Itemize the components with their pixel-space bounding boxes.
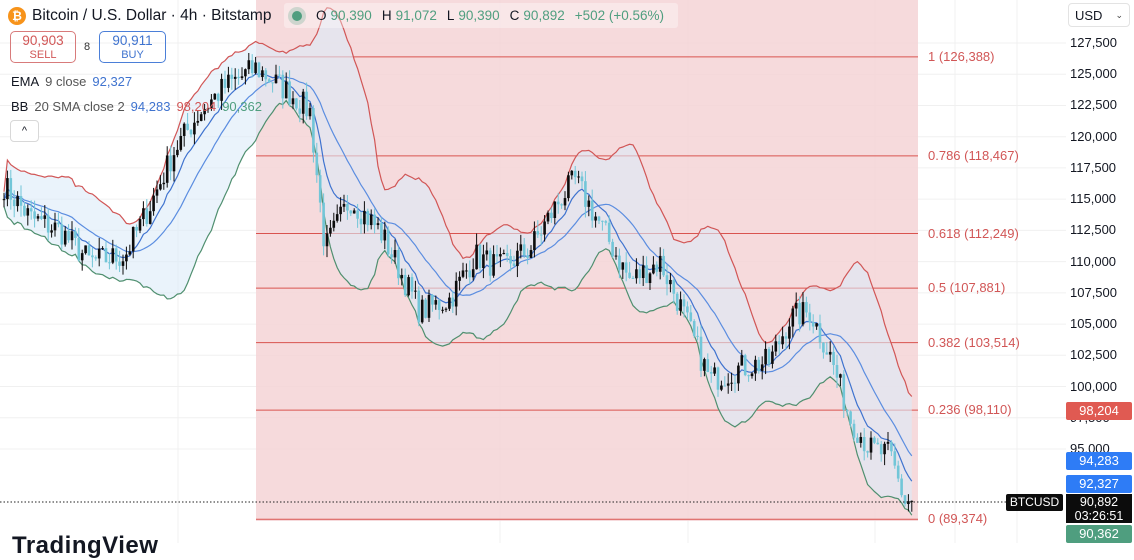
fib-level-label: 1 (126,388): [928, 48, 995, 64]
buy-button[interactable]: 90,911 BUY: [99, 31, 166, 63]
symbol-tag: BTCUSD: [1006, 494, 1063, 511]
last-price-tag: 90,892 03:26:51: [1066, 494, 1132, 523]
price-axis-tick: 112,500: [1070, 222, 1117, 238]
ema-params: 9 close: [45, 74, 87, 89]
bb-upper-value: 98,204: [176, 99, 217, 114]
bb-basis-price-tag: 94,283: [1066, 452, 1132, 470]
symbol-title[interactable]: Bitcoin / U.S. Dollar · 4h · Bitstamp: [32, 7, 272, 24]
open-label: O: [316, 8, 327, 23]
fib-level-label: 0.786 (118,467): [928, 147, 1019, 163]
price-axis-tick: 100,000: [1070, 378, 1117, 394]
price-axis-tick: 110,000: [1070, 253, 1117, 269]
ema-legend[interactable]: EMA 9 close 92,327: [11, 74, 132, 89]
bb-lower-value: 90,362: [222, 99, 262, 114]
tradingview-watermark: TradingView: [12, 532, 159, 559]
ema-price-tag: 92,327: [1066, 475, 1132, 493]
sell-price: 90,903: [22, 33, 64, 48]
price-axis-tick: 102,500: [1070, 347, 1117, 363]
bb-lower-price-tag: 90,362: [1066, 525, 1132, 543]
bitcoin-icon: ₿: [8, 7, 26, 25]
price-axis-tick: 117,500: [1070, 159, 1117, 175]
fib-level-label: 0.382 (103,514): [928, 334, 1020, 350]
price-axis-tick: 115,000: [1070, 191, 1117, 207]
low-value: 90,390: [458, 8, 500, 23]
chart-header: ₿ Bitcoin / U.S. Dollar · 4h · Bitstamp: [8, 5, 271, 27]
change-value: +502 (+0.56%): [574, 8, 665, 23]
chevron-up-icon: ^: [21, 125, 28, 137]
fib-level-label: 0 (89,374): [928, 511, 988, 527]
currency-value: USD: [1075, 8, 1103, 23]
buy-label: BUY: [121, 49, 144, 61]
fib-level-label: 0.236 (98,110): [928, 402, 1012, 418]
price-axis-tick: 122,500: [1070, 97, 1117, 113]
candlesticks: [2, 52, 914, 512]
price-axis-tick: 127,500: [1070, 35, 1117, 50]
bar-countdown: 03:26:51: [1074, 509, 1124, 523]
bb-legend[interactable]: BB 20 SMA close 2 94,283 98,204 90,362: [11, 99, 262, 114]
bb-params: 20 SMA close 2: [34, 99, 125, 114]
price-axis-tick: 125,000: [1070, 66, 1117, 82]
close-value: 90,892: [523, 8, 565, 23]
price-axis-tick: 105,000: [1070, 316, 1117, 332]
ema-name: EMA: [11, 74, 40, 89]
high-label: H: [381, 8, 392, 23]
last-price: 90,892: [1079, 495, 1119, 509]
chevron-down-icon: ⌄: [1115, 10, 1123, 20]
close-label: C: [509, 8, 520, 23]
fib-level-label: 0.5 (107,881): [928, 280, 1006, 296]
bollinger-upper-line: [3, 7, 913, 397]
high-value: 91,072: [395, 8, 437, 23]
buy-price: 90,911: [112, 33, 153, 48]
currency-select[interactable]: USD ⌄: [1068, 3, 1130, 27]
ema-line: [3, 73, 913, 482]
bollinger-band-fill: [4, 7, 912, 516]
open-value: 90,390: [330, 8, 372, 23]
bb-basis-value: 94,283: [130, 99, 171, 114]
market-open-icon: [292, 10, 302, 21]
bollinger-lower-line: [3, 99, 913, 516]
price-chart[interactable]: [0, 0, 1134, 543]
sell-label: SELL: [29, 49, 57, 61]
bb-name: BB: [11, 99, 29, 114]
bollinger-basis-line: [3, 76, 913, 457]
spread-value: 8: [84, 41, 91, 53]
fib-level-label: 0.618 (112,249): [928, 225, 1019, 241]
bb-upper-price-tag: 98,204: [1066, 402, 1132, 420]
collapse-legend-button[interactable]: ^: [10, 120, 39, 142]
low-label: L: [446, 8, 455, 23]
sell-button[interactable]: 90,903 SELL: [10, 31, 76, 63]
ohlc-legend: O 90,390 H 91,072 L 90,390 C 90,892 +502 (+0…: [284, 3, 679, 28]
ema-value: 92,327: [92, 74, 133, 89]
price-axis-tick: 107,500: [1070, 284, 1117, 300]
price-axis-tick: 120,000: [1070, 128, 1117, 144]
